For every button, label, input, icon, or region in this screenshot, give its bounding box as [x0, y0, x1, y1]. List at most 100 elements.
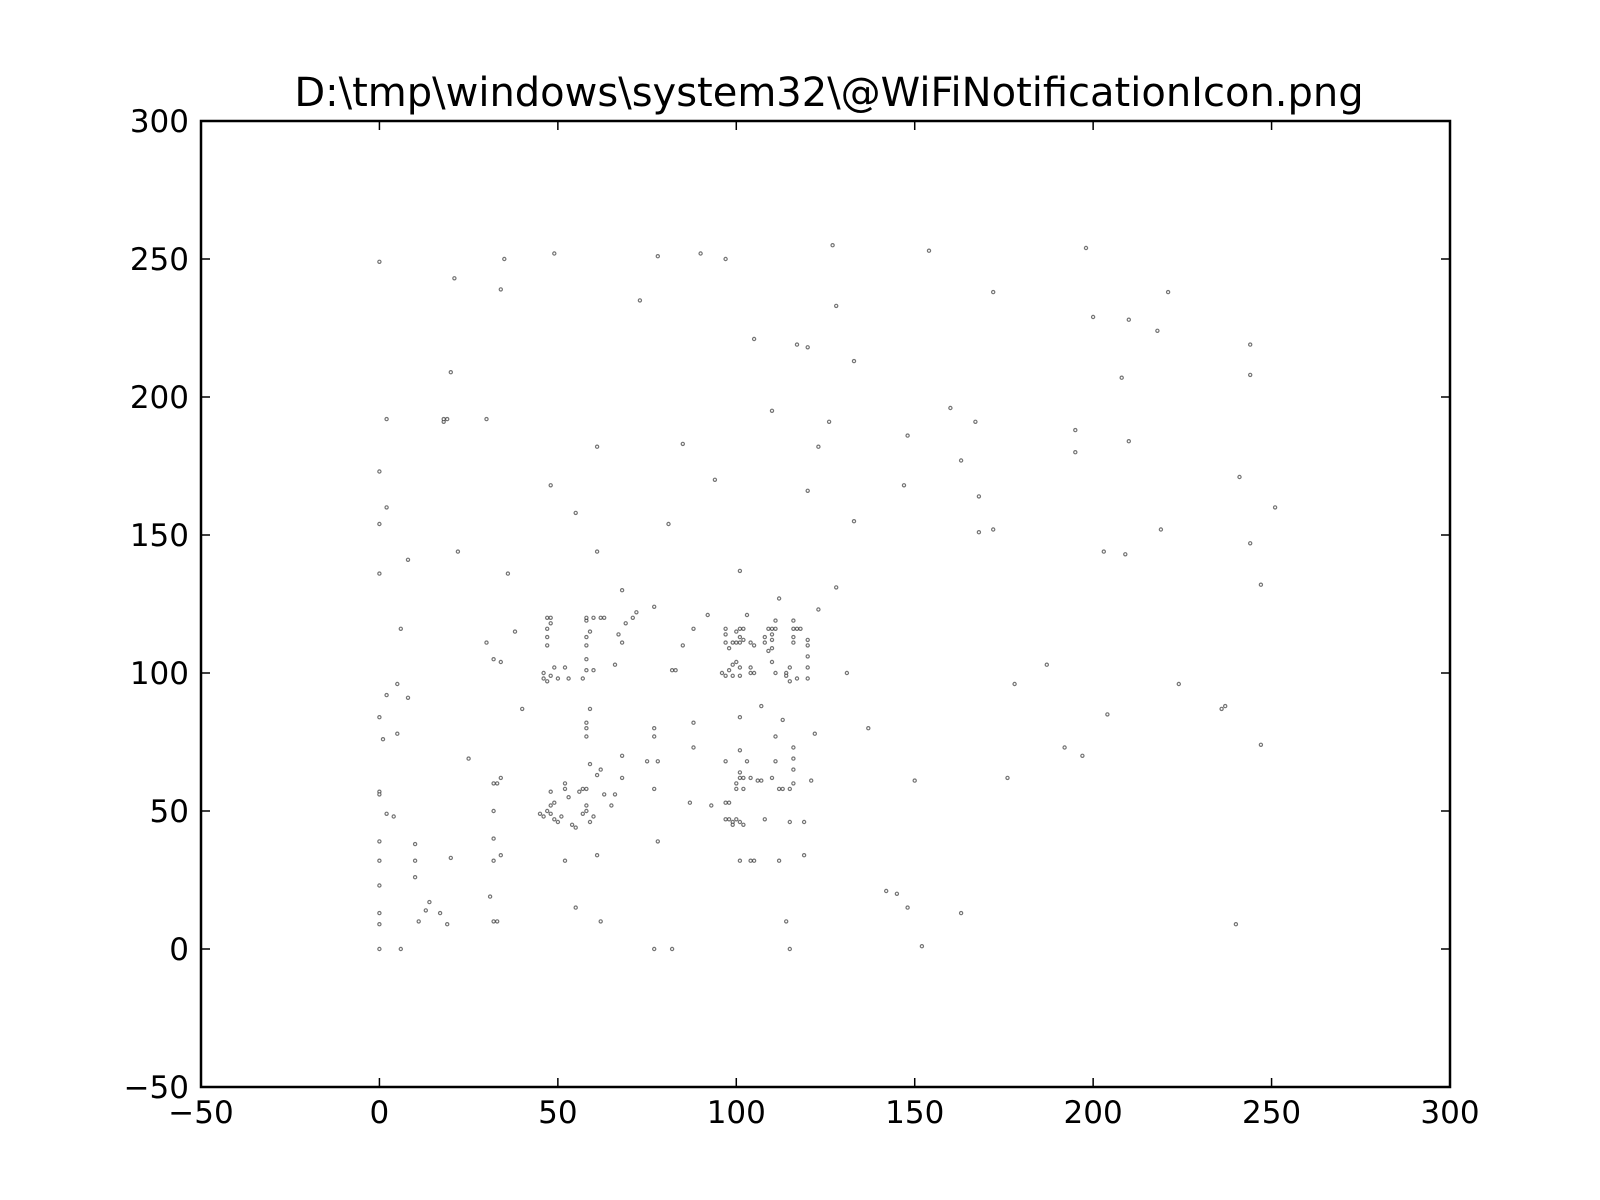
- data-point: [723, 626, 728, 632]
- data-point: [391, 814, 396, 819]
- data-point: [384, 416, 389, 422]
- data-point: [812, 731, 818, 736]
- data-point: [766, 626, 771, 632]
- data-point: [726, 800, 732, 805]
- x-tick-label: 150: [885, 1095, 944, 1131]
- data-point: [805, 665, 810, 670]
- data-point: [405, 557, 411, 563]
- data-point: [919, 944, 925, 949]
- data-point: [580, 786, 586, 792]
- data-point: [712, 477, 718, 482]
- data-point: [673, 668, 678, 673]
- data-point: [594, 772, 600, 778]
- data-point: [737, 665, 743, 670]
- data-point: [541, 814, 546, 819]
- data-point: [798, 626, 803, 632]
- data-point: [577, 789, 582, 794]
- data-point: [580, 676, 586, 681]
- data-point: [805, 654, 810, 659]
- x-tick-label: 100: [707, 1095, 766, 1131]
- data-point: [573, 510, 578, 516]
- data-point: [548, 615, 553, 621]
- data-point: [726, 668, 732, 673]
- data-point: [584, 808, 589, 814]
- y-tick-label: 150: [130, 518, 189, 554]
- data-point: [723, 759, 728, 764]
- data-point: [584, 786, 589, 792]
- data-point: [487, 894, 493, 899]
- data-point: [562, 781, 568, 786]
- data-point: [773, 670, 778, 676]
- data-point: [1083, 245, 1089, 251]
- data-point: [769, 659, 775, 665]
- data-point: [584, 657, 589, 662]
- data-point: [1044, 662, 1050, 667]
- data-point: [395, 681, 400, 687]
- data-point: [748, 858, 753, 863]
- data-point: [762, 817, 768, 822]
- data-point: [751, 858, 757, 863]
- data-point: [652, 604, 657, 610]
- data-point: [787, 786, 793, 792]
- data-point: [584, 634, 589, 640]
- data-point: [791, 756, 796, 761]
- data-point: [594, 853, 600, 858]
- data-point: [759, 778, 764, 783]
- data-point: [498, 287, 503, 292]
- data-point: [741, 626, 746, 632]
- y-tick-label: 300: [130, 104, 189, 140]
- data-point: [816, 444, 821, 449]
- data-point: [741, 822, 746, 828]
- data-point: [748, 670, 753, 676]
- data-point: [552, 665, 557, 670]
- data-point: [826, 419, 832, 424]
- data-point: [744, 759, 750, 764]
- data-point: [1247, 342, 1253, 347]
- data-point: [805, 637, 810, 643]
- data-point: [723, 640, 728, 645]
- data-point: [737, 626, 743, 632]
- data-point: [384, 505, 389, 510]
- x-tick-label: 300: [1420, 1095, 1479, 1131]
- data-point: [548, 789, 553, 794]
- data-point: [723, 256, 728, 262]
- data-point: [691, 745, 696, 750]
- data-point: [377, 521, 382, 527]
- data-point: [562, 786, 568, 792]
- data-point: [784, 919, 789, 924]
- data-point: [655, 759, 661, 764]
- data-point: [958, 910, 964, 916]
- data-point: [787, 665, 793, 670]
- data-point: [616, 632, 621, 637]
- data-point: [991, 289, 996, 295]
- data-point: [566, 795, 571, 800]
- data-point: [776, 596, 782, 601]
- data-point: [1012, 681, 1017, 687]
- data-point: [737, 775, 743, 781]
- data-point: [1258, 742, 1264, 748]
- data-point: [791, 781, 796, 786]
- data-point: [466, 756, 471, 761]
- data-point: [1247, 541, 1253, 546]
- data-point: [545, 679, 550, 684]
- data-point: [545, 643, 550, 648]
- data-point: [377, 922, 382, 927]
- data-point: [748, 775, 753, 781]
- data-point: [709, 803, 714, 808]
- data-point: [1090, 314, 1096, 320]
- data-point: [734, 817, 739, 822]
- data-point: [377, 946, 382, 952]
- data-point: [452, 276, 457, 281]
- data-point: [377, 469, 382, 474]
- data-point: [755, 778, 760, 783]
- data-point: [787, 819, 793, 825]
- data-point: [491, 808, 496, 814]
- data-point: [794, 342, 800, 347]
- data-point: [691, 720, 696, 725]
- data-point: [766, 648, 771, 654]
- data-point: [594, 444, 600, 449]
- data-point: [1080, 753, 1085, 759]
- data-point: [623, 621, 628, 626]
- data-point: [1158, 527, 1164, 532]
- data-point: [1123, 552, 1128, 557]
